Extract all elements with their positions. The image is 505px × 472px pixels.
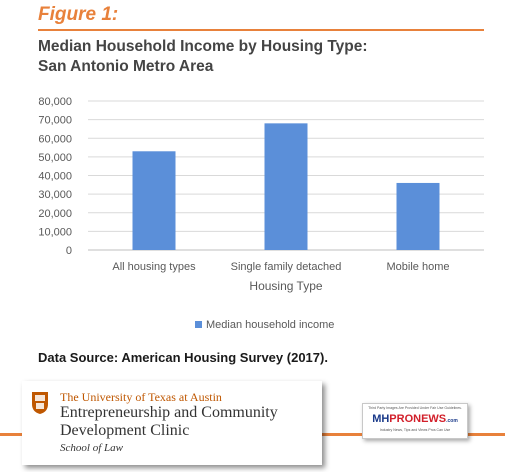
y-tick-label: 70,000 <box>38 115 72 127</box>
x-axis-tick-labels: All housing types Single family detached M… <box>112 261 449 273</box>
mhpronews-tagline: Industry News, Tips and Views Pros Can U… <box>379 428 451 432</box>
ut-seal-icon <box>32 392 48 414</box>
legend-swatch <box>195 321 202 328</box>
top-divider <box>38 29 484 31</box>
ut-school-name: School of Law <box>60 442 123 454</box>
mhpronews-logo: Third Party Images Are Provided Under Fa… <box>362 403 468 439</box>
mhpronews-fair-use-note: Third Party Images Are Provided Under Fa… <box>368 406 462 410</box>
x-tick-label: Mobile home <box>387 261 450 273</box>
ut-clinic-name-line-2: Development Clinic <box>60 422 190 439</box>
y-axis-tick-labels: 0 10,000 20,000 30,000 40,000 50,000 60,000 70,… <box>38 96 72 257</box>
x-axis-label: Housing Type <box>249 279 322 293</box>
figure-label: Figure 1: <box>38 4 119 25</box>
x-tick-label: All housing types <box>112 261 196 273</box>
y-tick-label: 20,000 <box>38 208 72 220</box>
bar-chart: 0 10,000 20,000 30,000 40,000 50,000 60,000 70,… <box>38 96 484 331</box>
bar <box>132 151 176 250</box>
bars <box>132 123 440 250</box>
y-tick-label: 40,000 <box>38 171 72 183</box>
y-tick-label: 60,000 <box>38 133 72 145</box>
legend: Median household income <box>195 319 334 331</box>
y-tick-label: 0 <box>66 245 72 257</box>
ut-clinic-name-line-1: Entrepreneurship and Community <box>60 404 278 421</box>
y-tick-label: 80,000 <box>38 96 72 108</box>
bar <box>396 182 440 250</box>
ut-university-name: The University of Texas at Austin <box>60 390 222 404</box>
legend-label: Median household income <box>206 319 334 331</box>
ut-clinic-logo: The University of Texas at Austin Entrep… <box>22 381 322 465</box>
chart-title-line-2: San Antonio Metro Area <box>38 58 214 75</box>
x-tick-label: Single family detached <box>231 261 342 273</box>
chart-title-line-1: Median Household Income by Housing Type: <box>38 38 368 55</box>
mhpronews-wordmark: MHPRONEWS.com <box>372 413 458 425</box>
y-tick-label: 50,000 <box>38 152 72 164</box>
data-source-note: Data Source: American Housing Survey (20… <box>38 350 328 365</box>
y-tick-label: 10,000 <box>38 226 72 238</box>
bar <box>264 123 308 250</box>
y-tick-label: 30,000 <box>38 189 72 201</box>
